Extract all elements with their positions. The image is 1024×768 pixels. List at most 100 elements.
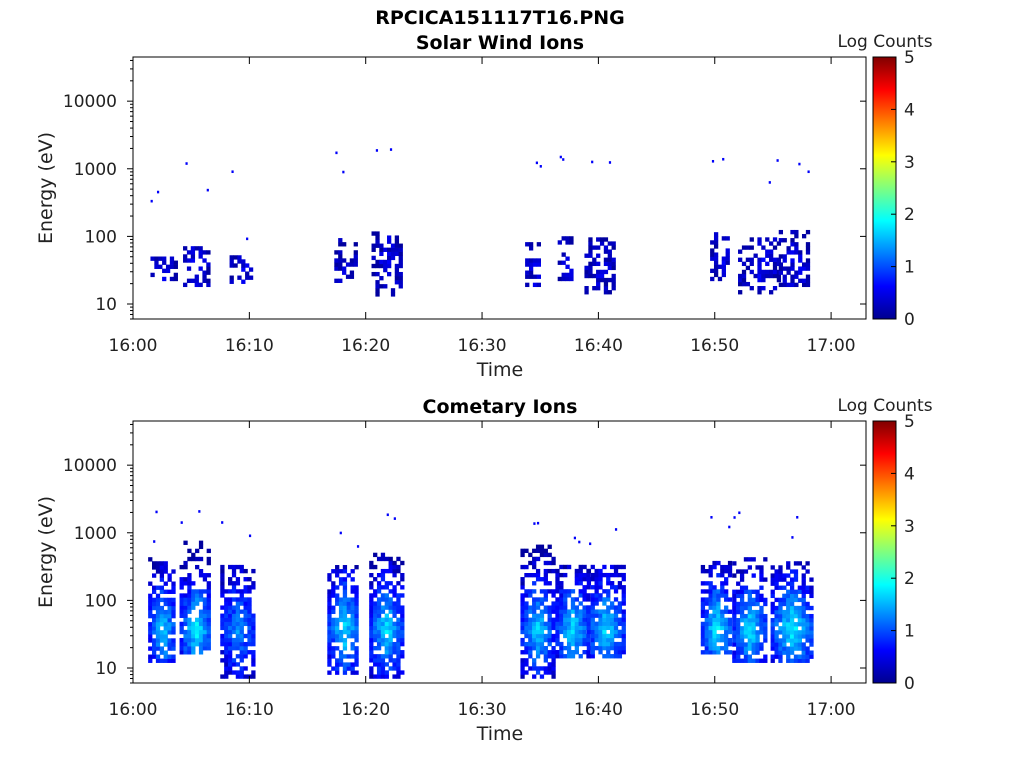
data-cell — [235, 617, 241, 622]
data-cell — [394, 276, 400, 281]
data-cell — [331, 581, 336, 586]
data-cell — [786, 654, 791, 659]
data-cell — [163, 654, 168, 659]
data-cell — [373, 601, 378, 606]
data-cell — [202, 633, 208, 639]
data-cell — [617, 572, 623, 578]
data-cell — [384, 617, 389, 622]
data-cell — [786, 613, 791, 619]
data-cell — [342, 609, 348, 615]
data-cell — [724, 564, 729, 570]
data-cell — [396, 670, 401, 675]
data-cell — [805, 601, 810, 607]
data-cell — [543, 581, 548, 586]
data-cell — [743, 658, 749, 663]
data-cell — [747, 654, 752, 659]
data-cell — [543, 658, 548, 663]
data-cell — [155, 658, 161, 663]
data-cell — [335, 585, 340, 590]
data-cell — [191, 581, 196, 586]
data-cell — [231, 621, 237, 627]
data-cell — [335, 625, 340, 631]
data-cell — [346, 601, 351, 606]
data-cell — [228, 650, 233, 655]
data-cell — [724, 609, 729, 614]
data-cell — [163, 589, 168, 594]
data-cell — [778, 646, 783, 651]
data-cell — [159, 650, 165, 655]
data-cell — [231, 625, 237, 631]
data-cell — [551, 609, 556, 614]
data-cell — [592, 245, 597, 250]
data-cell — [599, 273, 605, 279]
data-cell — [774, 577, 779, 582]
data-cell — [770, 581, 775, 586]
data-cell — [384, 637, 389, 643]
data-cell — [708, 573, 713, 578]
panel-title: Solar Wind Ions — [416, 32, 584, 54]
data-cell — [582, 629, 587, 635]
data-cell — [239, 625, 244, 631]
data-cell — [732, 654, 737, 659]
data-cell — [789, 634, 795, 639]
data-cell — [602, 625, 607, 631]
data-cell — [396, 654, 401, 659]
data-cell — [743, 626, 749, 631]
data-cell — [790, 250, 795, 255]
data-cell — [390, 288, 396, 293]
data-cell — [171, 613, 176, 619]
data-cell — [369, 641, 374, 647]
data-cell — [763, 597, 768, 603]
data-cell — [331, 605, 336, 610]
data-cell — [163, 650, 168, 655]
data-cell — [369, 654, 374, 659]
data-cell — [751, 626, 756, 631]
data-cell — [561, 260, 566, 265]
data-cell — [231, 568, 237, 574]
data-cell — [380, 585, 386, 590]
data-cell — [736, 658, 741, 663]
data-cell — [617, 633, 623, 639]
data-cell — [555, 641, 560, 647]
data-cell — [741, 281, 747, 287]
data-cell — [712, 621, 717, 627]
data-cell — [243, 601, 248, 606]
data-cell — [159, 609, 165, 615]
data-cell — [562, 158, 565, 161]
data-cell — [535, 637, 541, 643]
data-cell — [384, 674, 389, 679]
data-cell — [736, 626, 741, 631]
data-cell — [590, 585, 595, 590]
data-cell — [586, 625, 592, 631]
data-cell — [528, 552, 533, 558]
data-cell — [171, 654, 176, 659]
data-cell — [349, 274, 355, 279]
data-cell — [543, 572, 548, 578]
data-cell — [547, 662, 552, 667]
data-cell — [400, 621, 405, 627]
data-cell — [198, 593, 204, 598]
data-cell — [163, 622, 168, 627]
burst-11 — [778, 162, 811, 288]
data-cell — [578, 641, 583, 647]
data-cell — [167, 609, 172, 615]
data-cell — [586, 593, 591, 598]
burst-6 — [525, 161, 542, 288]
data-cell — [195, 601, 200, 606]
data-cell — [396, 564, 401, 570]
data-cell — [247, 601, 252, 606]
data-cell — [335, 670, 340, 675]
data-cell — [338, 569, 344, 574]
data-cell — [704, 633, 709, 639]
data-cell — [375, 263, 380, 269]
data-cell — [755, 630, 760, 635]
data-cell — [713, 260, 719, 265]
data-cell — [582, 572, 587, 578]
data-cell — [797, 589, 802, 594]
data-cell — [613, 625, 619, 631]
data-cell — [169, 256, 175, 261]
data-cell — [342, 629, 348, 635]
data-cell — [373, 633, 378, 639]
data-cell — [732, 613, 737, 619]
data-cell — [528, 242, 534, 247]
